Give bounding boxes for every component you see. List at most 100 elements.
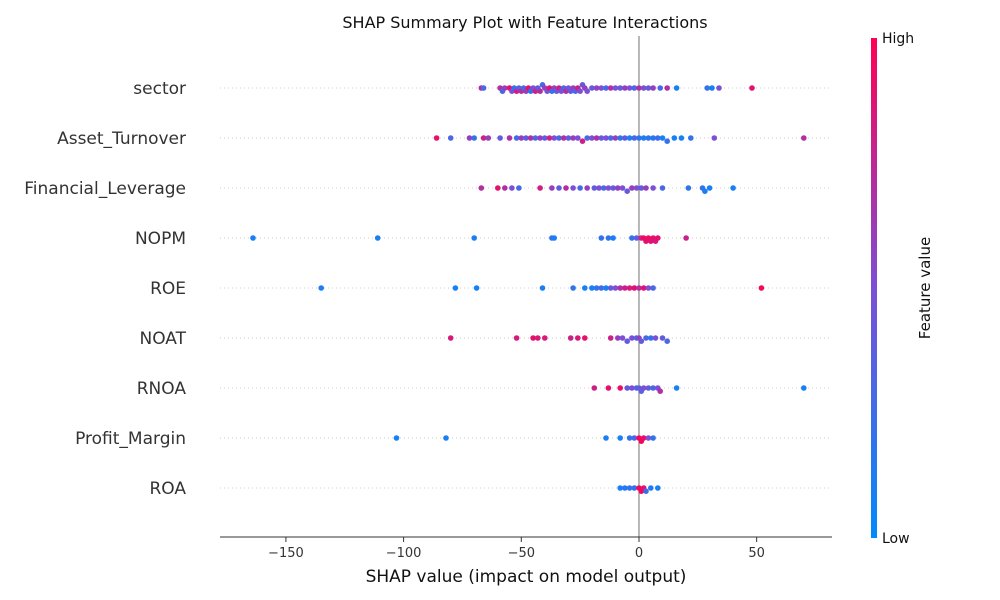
shap-point-sector (704, 85, 710, 91)
shap-point-noat (535, 335, 541, 341)
shap-point-roa (643, 488, 649, 495)
shap-point-roe (582, 285, 588, 291)
shap-point-sector (664, 85, 670, 91)
shap-point-profit-margin (640, 435, 647, 441)
shap-point-sector (650, 85, 656, 91)
shap-point-rnoa (617, 385, 623, 391)
shap-point-asset-turnover (589, 135, 595, 141)
shap-point-roa (648, 485, 654, 491)
shap-point-sector (617, 85, 623, 91)
shap-point-noat (615, 335, 621, 341)
shap-point-noat (624, 338, 630, 345)
shap-point-roe (607, 285, 614, 291)
shap-point-sector (480, 85, 487, 91)
shap-point-roe (603, 285, 609, 291)
shap-point-financial-leverage (605, 185, 612, 191)
shap-point-financial-leverage (650, 185, 656, 191)
shap-point-financial-leverage (537, 185, 543, 191)
shap-point-asset-turnover (532, 135, 539, 141)
shap-point-rnoa (629, 385, 635, 391)
shap-point-asset-turnover (518, 135, 525, 141)
shap-point-noat (619, 335, 626, 341)
shap-point-sector (640, 85, 647, 91)
shap-point-sector (709, 85, 715, 91)
shap-point-asset-turnover (622, 135, 628, 141)
shap-point-financial-leverage (502, 185, 508, 191)
shap-point-asset-turnover (655, 135, 661, 141)
shap-point-financial-leverage (563, 185, 569, 191)
shap-point-noat (638, 338, 645, 345)
shap-point-roe (593, 285, 600, 291)
shap-point-roe (598, 285, 605, 291)
shap-point-asset-turnover (626, 135, 633, 141)
shap-point-sector (598, 85, 605, 91)
shap-point-sector (607, 85, 614, 91)
shap-point-asset-turnover (603, 135, 609, 141)
shap-point-profit-margin (626, 435, 633, 441)
feature-label-profit-margin: Profit_Margin (75, 429, 186, 449)
x-tick-label: −150 (268, 546, 304, 561)
shap-point-sector (584, 88, 590, 94)
shap-point-financial-leverage (596, 185, 602, 191)
shap-point-noat (652, 335, 659, 341)
shap-point-financial-leverage (549, 185, 555, 191)
shap-point-asset-turnover (801, 135, 807, 141)
shap-point-sector (645, 85, 652, 91)
shap-point-nopm (633, 235, 640, 241)
shap-point-asset-turnover (433, 135, 440, 141)
shap-point-asset-turnover (565, 135, 572, 141)
shap-point-nopm (598, 235, 605, 241)
shap-point-financial-leverage (619, 185, 626, 191)
feature-label-sector: sector (133, 79, 186, 99)
shap-point-noat (530, 335, 536, 341)
shap-point-profit-margin (645, 435, 652, 441)
feature-labels: sector Asset_Turnover Financial_Leverage NO… (24, 79, 186, 499)
shap-point-asset-turnover (466, 135, 473, 141)
shap-point-roe (640, 285, 647, 291)
shap-point-rnoa (801, 385, 807, 391)
shap-point-roe (570, 285, 576, 291)
shap-point-asset-turnover (593, 135, 600, 141)
shap-point-nopm (655, 235, 661, 241)
shap-point-financial-leverage (659, 185, 666, 191)
shap-point-nopm (683, 235, 689, 241)
shap-point-roa (631, 485, 638, 491)
shap-point-asset-turnover (546, 135, 553, 141)
shap-point-roe (631, 285, 638, 291)
shap-point-roe (622, 285, 628, 291)
shap-point-asset-turnover (575, 135, 581, 141)
shap-point-financial-leverage (584, 185, 590, 191)
shap-point-financial-leverage (591, 185, 598, 191)
shap-point-rnoa (650, 385, 656, 391)
shap-point-rnoa (591, 385, 598, 391)
feature-label-asset-turnover: Asset_Turnover (57, 129, 186, 149)
shap-point-asset-turnover (556, 135, 562, 141)
shap-point-asset-turnover (447, 135, 454, 141)
x-tick-label: 50 (748, 546, 765, 561)
shap-point-rnoa (624, 385, 630, 391)
shap-point-roe (626, 285, 633, 291)
shap-point-sector (657, 85, 663, 91)
feature-label-roa: ROA (149, 479, 186, 499)
shap-point-asset-turnover (584, 135, 590, 141)
shap-point-sector (673, 85, 680, 91)
shap-point-noat (643, 335, 649, 341)
shap-point-profit-margin (617, 435, 623, 441)
x-tick-label: 0 (635, 546, 643, 561)
shap-point-nopm (610, 235, 616, 241)
shap-point-financial-leverage (685, 185, 692, 191)
shap-point-financial-leverage (577, 185, 583, 191)
shap-point-asset-turnover (497, 135, 503, 141)
shap-point-asset-turnover (664, 138, 670, 144)
shap-point-rnoa (605, 385, 612, 391)
shap-point-profit-margin (650, 435, 656, 441)
shap-point-financial-leverage (600, 185, 607, 191)
shap-point-asset-turnover (523, 135, 529, 141)
feature-label-rnoa: RNOA (137, 379, 187, 399)
shap-point-rnoa (673, 385, 680, 391)
feature-label-noat: NOAT (140, 329, 187, 349)
shap-point-asset-turnover (551, 135, 557, 141)
shap-point-nopm (374, 235, 381, 241)
shap-point-sector (502, 85, 508, 91)
shap-point-rnoa (645, 385, 652, 391)
